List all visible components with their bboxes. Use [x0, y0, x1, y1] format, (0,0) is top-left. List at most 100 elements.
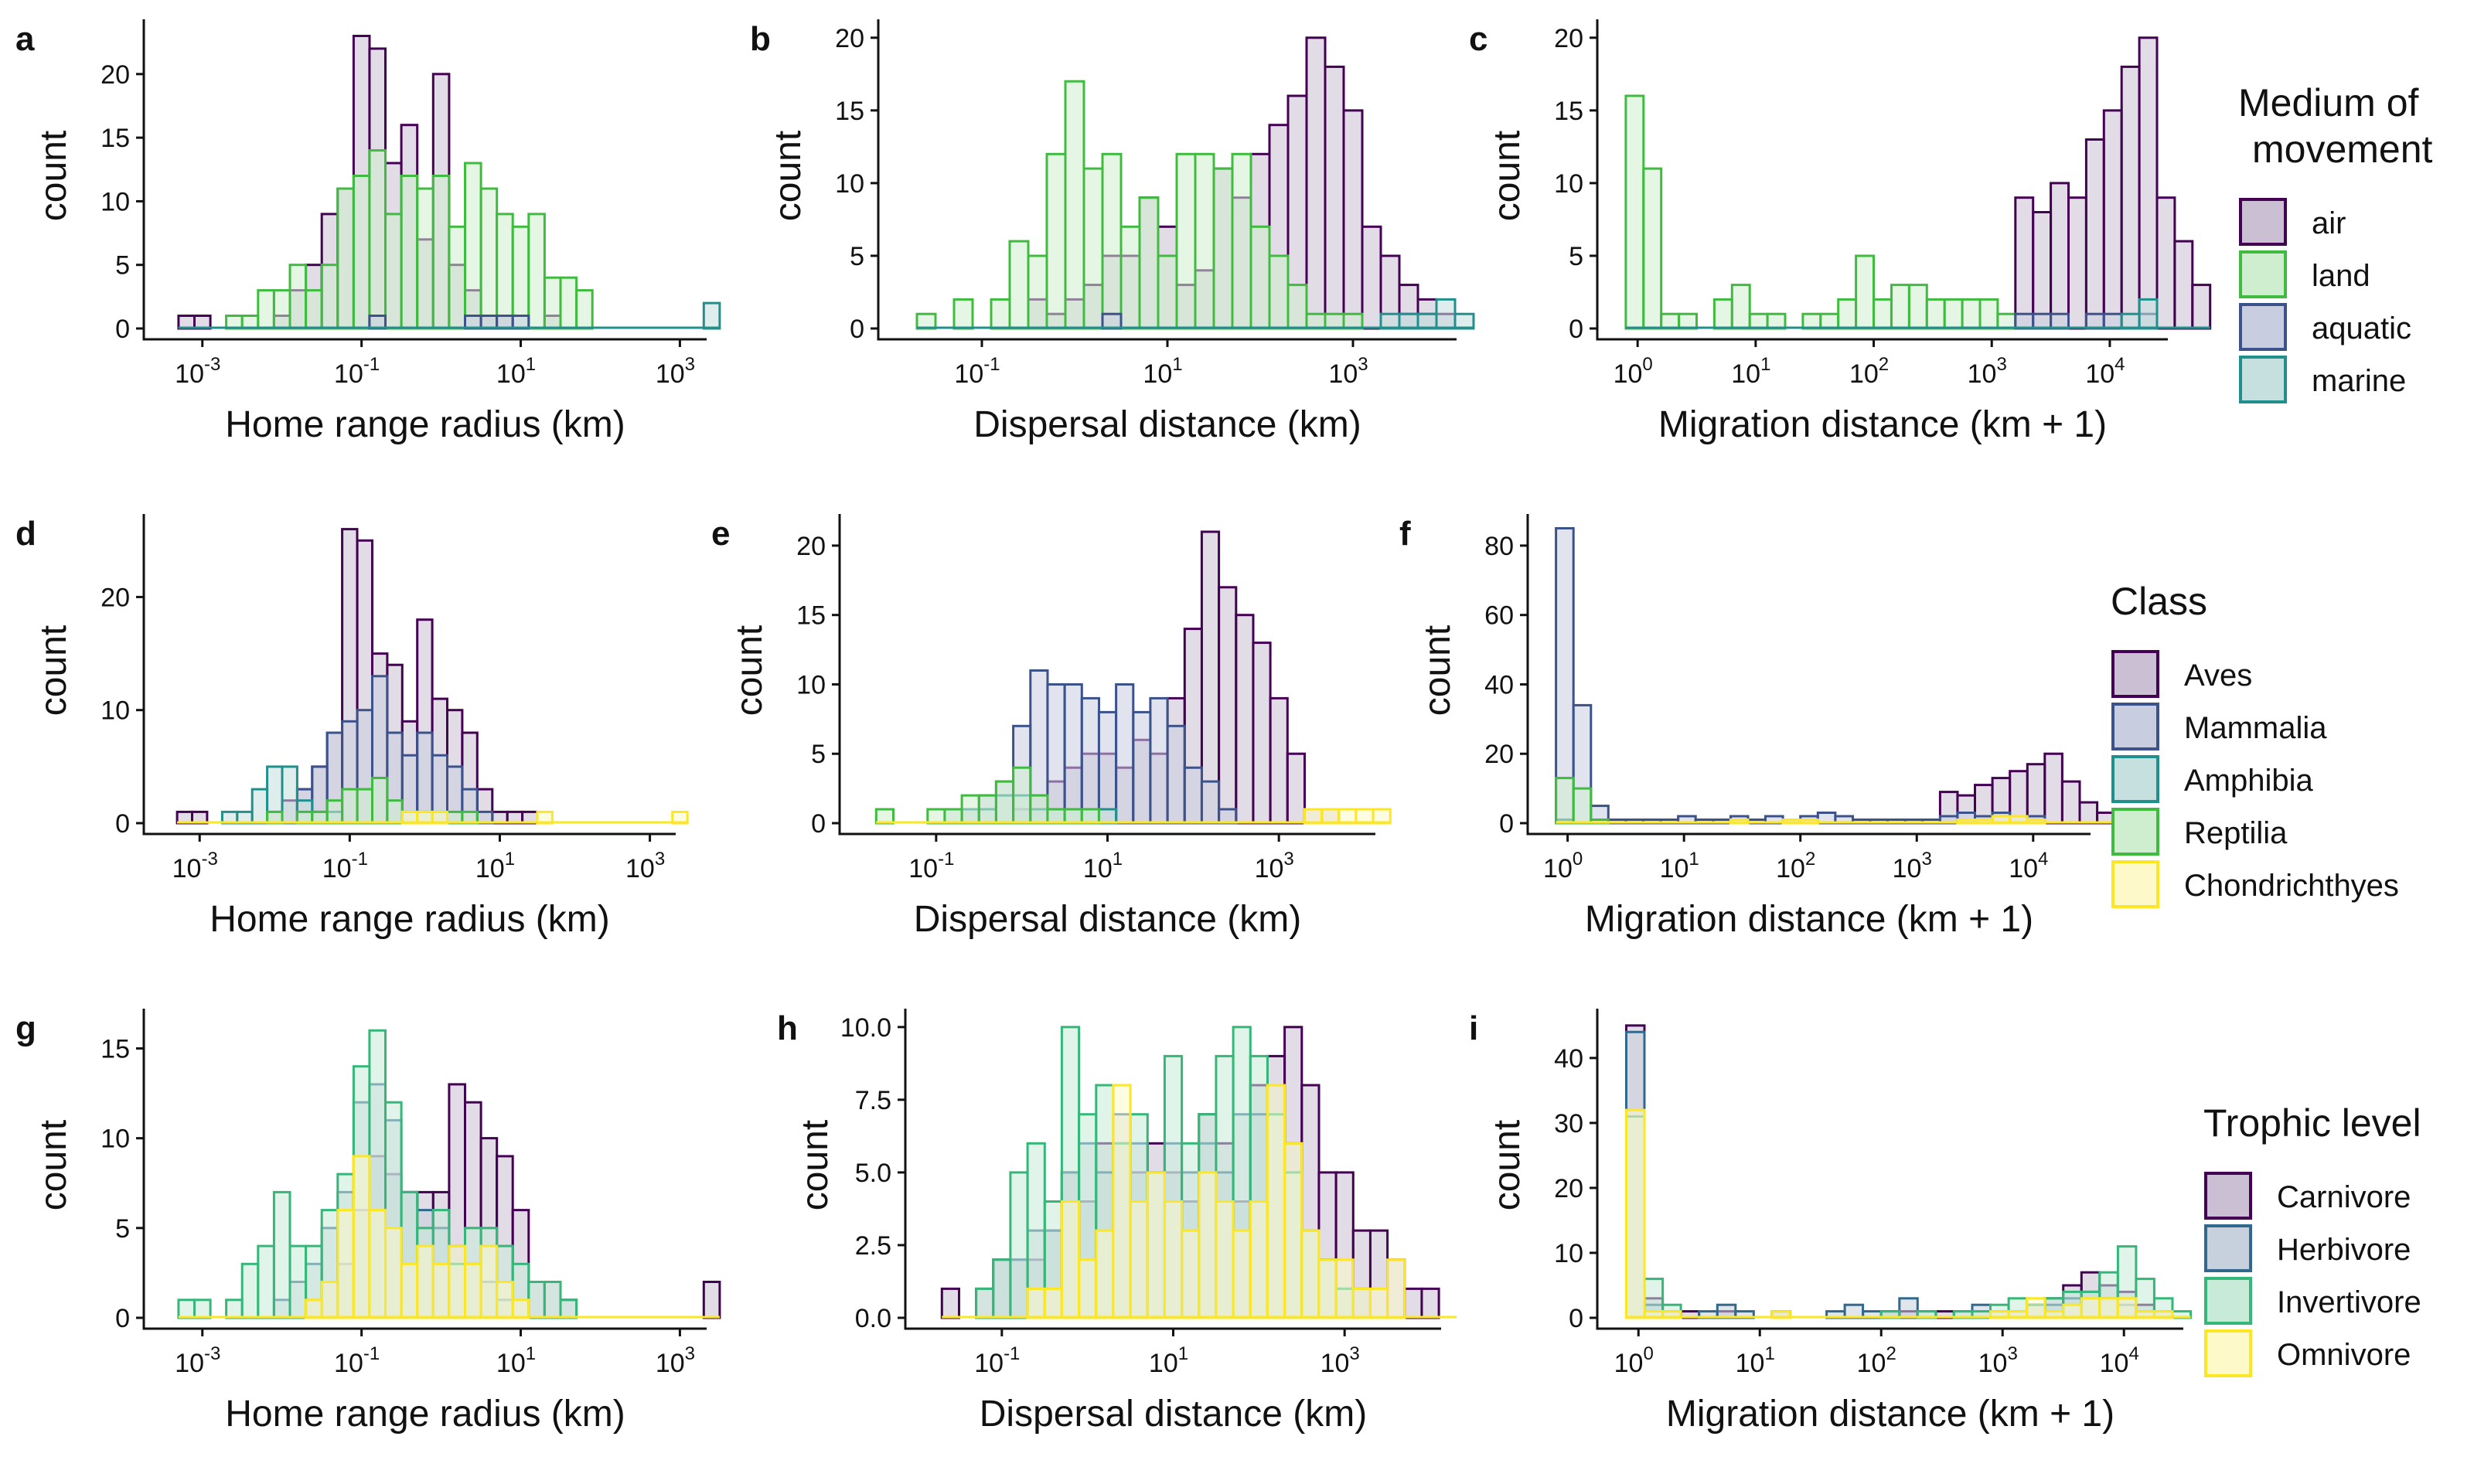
x-tick-label: 103 [625, 849, 665, 883]
bar [2138, 298, 2159, 330]
series-mammalia [876, 669, 1391, 825]
bar [975, 1287, 995, 1319]
x-tick-label: 102 [1776, 849, 1815, 883]
y-tick-label: 10 [101, 696, 130, 726]
bar [559, 276, 578, 330]
panel-c: 0 5 10 15 20 100 101 102 103 104 Migration distanc… [1469, 19, 2212, 445]
panel-label: f [1399, 515, 1411, 553]
panel-label: h [777, 1009, 798, 1047]
bar [1766, 312, 1787, 330]
x-tick-label: 101 [496, 1343, 536, 1378]
bar [1320, 808, 1341, 825]
bar [2098, 1297, 2119, 1319]
bar [702, 1281, 721, 1319]
axes [142, 514, 676, 836]
y-tick-label: 40 [1554, 1044, 1583, 1074]
bar [1249, 1200, 1269, 1319]
bar [1026, 1287, 1046, 1319]
bar [2102, 109, 2123, 330]
x-tick-label: 101 [1083, 849, 1123, 883]
x-tick-label: 103 [1320, 1343, 1360, 1378]
y-tick-label: 0.0 [855, 1304, 891, 1333]
bar [1008, 240, 1030, 330]
y-tick-label: 20 [1554, 1174, 1583, 1203]
bar [1435, 298, 1457, 330]
bar [1453, 312, 1475, 330]
bar [1555, 777, 1575, 825]
x-axis-title: Migration distance (km + 1) [1658, 404, 2107, 445]
y-tick-label: 5.0 [855, 1159, 891, 1188]
bar [479, 187, 499, 330]
legend-title: movement [2252, 128, 2433, 171]
x-tick-label: 101 [1731, 354, 1770, 389]
bar [1925, 298, 1946, 330]
bar [250, 788, 269, 825]
bar [257, 289, 275, 330]
x-tick-label: 103 [1893, 849, 1932, 883]
bar [1235, 614, 1255, 825]
bar [1046, 683, 1066, 825]
bar [1748, 312, 1769, 330]
y-tick-label: 0 [115, 809, 130, 839]
bar [225, 1298, 244, 1319]
bar [1215, 1200, 1235, 1319]
x-axis-title: Dispersal distance (km) [980, 1394, 1367, 1435]
x-tick-label: 101 [1149, 1343, 1188, 1378]
x-tick-label: 100 [1614, 354, 1653, 389]
panel-e: 0 5 10 15 20 10-1 101 103 Dispersal distance (km… [711, 514, 1392, 940]
bar [356, 788, 374, 825]
bar [1157, 254, 1178, 330]
legend-label: land [2312, 259, 2370, 293]
bar [1978, 298, 1999, 330]
bar [1043, 1287, 1064, 1319]
bar [1194, 152, 1215, 330]
bar [479, 1244, 499, 1319]
bar [1138, 196, 1160, 330]
bar [448, 1244, 467, 1319]
y-axis-title: count [33, 131, 74, 221]
series-chondrichthyes [1556, 815, 2115, 825]
panel-b: 0 5 10 15 20 10-1 101 103 Dispersal distance (km… [750, 19, 1475, 445]
series-chondrichthyes [177, 810, 689, 825]
bar [952, 298, 974, 330]
bar [1115, 683, 1135, 825]
x-axis-title: Dispersal distance (km) [914, 899, 1301, 940]
bar [2032, 211, 2053, 330]
bar [352, 1155, 371, 1319]
bar [1420, 1287, 1440, 1319]
x-tick-label: 10-3 [175, 1343, 220, 1378]
bar [416, 187, 434, 330]
y-tick-label: 10 [835, 169, 864, 199]
y-tick-label: 2.5 [855, 1231, 891, 1261]
bar [336, 187, 355, 330]
legend-label: Invertivore [2277, 1285, 2421, 1319]
x-tick-label: 104 [2085, 354, 2125, 389]
y-tick-label: 10 [101, 187, 130, 216]
panel-g: 0 5 10 15 10-3 10-1 101 103 Home range radius (k… [15, 1009, 721, 1435]
x-tick-label: 10-3 [175, 354, 220, 389]
legend-title: Class [2111, 580, 2207, 623]
y-tick-label: 15 [835, 97, 864, 126]
y-tick-label: 80 [1484, 532, 1514, 561]
x-tick-label: 103 [656, 354, 695, 389]
bar [977, 794, 998, 825]
panel-label: b [750, 20, 771, 58]
x-axis-title: Dispersal distance (km) [973, 404, 1361, 445]
bar [1368, 1287, 1389, 1319]
bar [400, 1262, 419, 1319]
legend-label: marine [2312, 364, 2406, 398]
y-tick-label: 0 [1499, 809, 1514, 839]
bar [702, 301, 721, 330]
series-marine [917, 298, 1475, 330]
panel-label: c [1469, 20, 1487, 58]
bar [1112, 1084, 1132, 1319]
y-tick-label: 0 [850, 315, 864, 344]
y-tick-label: 0 [1569, 315, 1583, 344]
x-tick-label: 10-1 [334, 354, 380, 389]
bar [341, 788, 359, 825]
bar [1907, 284, 1928, 330]
bar [416, 731, 434, 825]
bar [1837, 298, 1858, 330]
series-land [178, 149, 720, 330]
